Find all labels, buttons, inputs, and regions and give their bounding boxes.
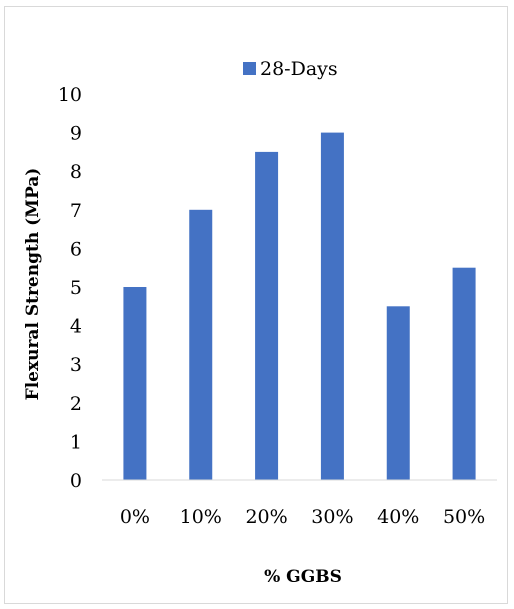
y-tick-label: 3 <box>70 354 82 376</box>
y-tick-label: 8 <box>70 161 82 183</box>
bar <box>452 267 476 480</box>
y-tick-label: 5 <box>70 277 82 299</box>
y-tick-label: 2 <box>70 393 82 415</box>
x-tick-label: 0% <box>120 506 150 528</box>
bar <box>320 132 344 480</box>
x-tick-label: 50% <box>443 506 485 528</box>
bars <box>123 132 476 481</box>
bar <box>189 209 213 481</box>
y-tick-label: 0 <box>70 470 82 492</box>
x-tick-label: 30% <box>311 506 353 528</box>
x-axis-ticks: 0% 10% 20% 30% 40% 50% <box>120 506 485 528</box>
y-tick-label: 4 <box>70 316 82 338</box>
bar <box>255 151 279 480</box>
y-tick-label: 6 <box>70 238 82 260</box>
x-axis-title: % GGBS <box>264 567 342 587</box>
bar <box>123 287 147 480</box>
x-tick-label: 40% <box>377 506 419 528</box>
bar <box>386 306 410 480</box>
x-tick-label: 20% <box>245 506 287 528</box>
legend-label: 28-Days <box>260 58 338 80</box>
y-axis-ticks: 0 1 2 3 4 5 6 7 8 9 10 <box>58 84 82 492</box>
y-tick-label: 10 <box>58 84 82 106</box>
y-tick-label: 7 <box>70 200 82 222</box>
chart-legend: 28-Days <box>243 58 338 80</box>
y-tick-label: 1 <box>70 431 82 453</box>
legend-swatch <box>243 62 256 75</box>
y-axis-title: Flexural Strength (MPa) <box>23 168 43 401</box>
y-tick-label: 9 <box>70 123 82 145</box>
x-tick-label: 10% <box>180 506 222 528</box>
